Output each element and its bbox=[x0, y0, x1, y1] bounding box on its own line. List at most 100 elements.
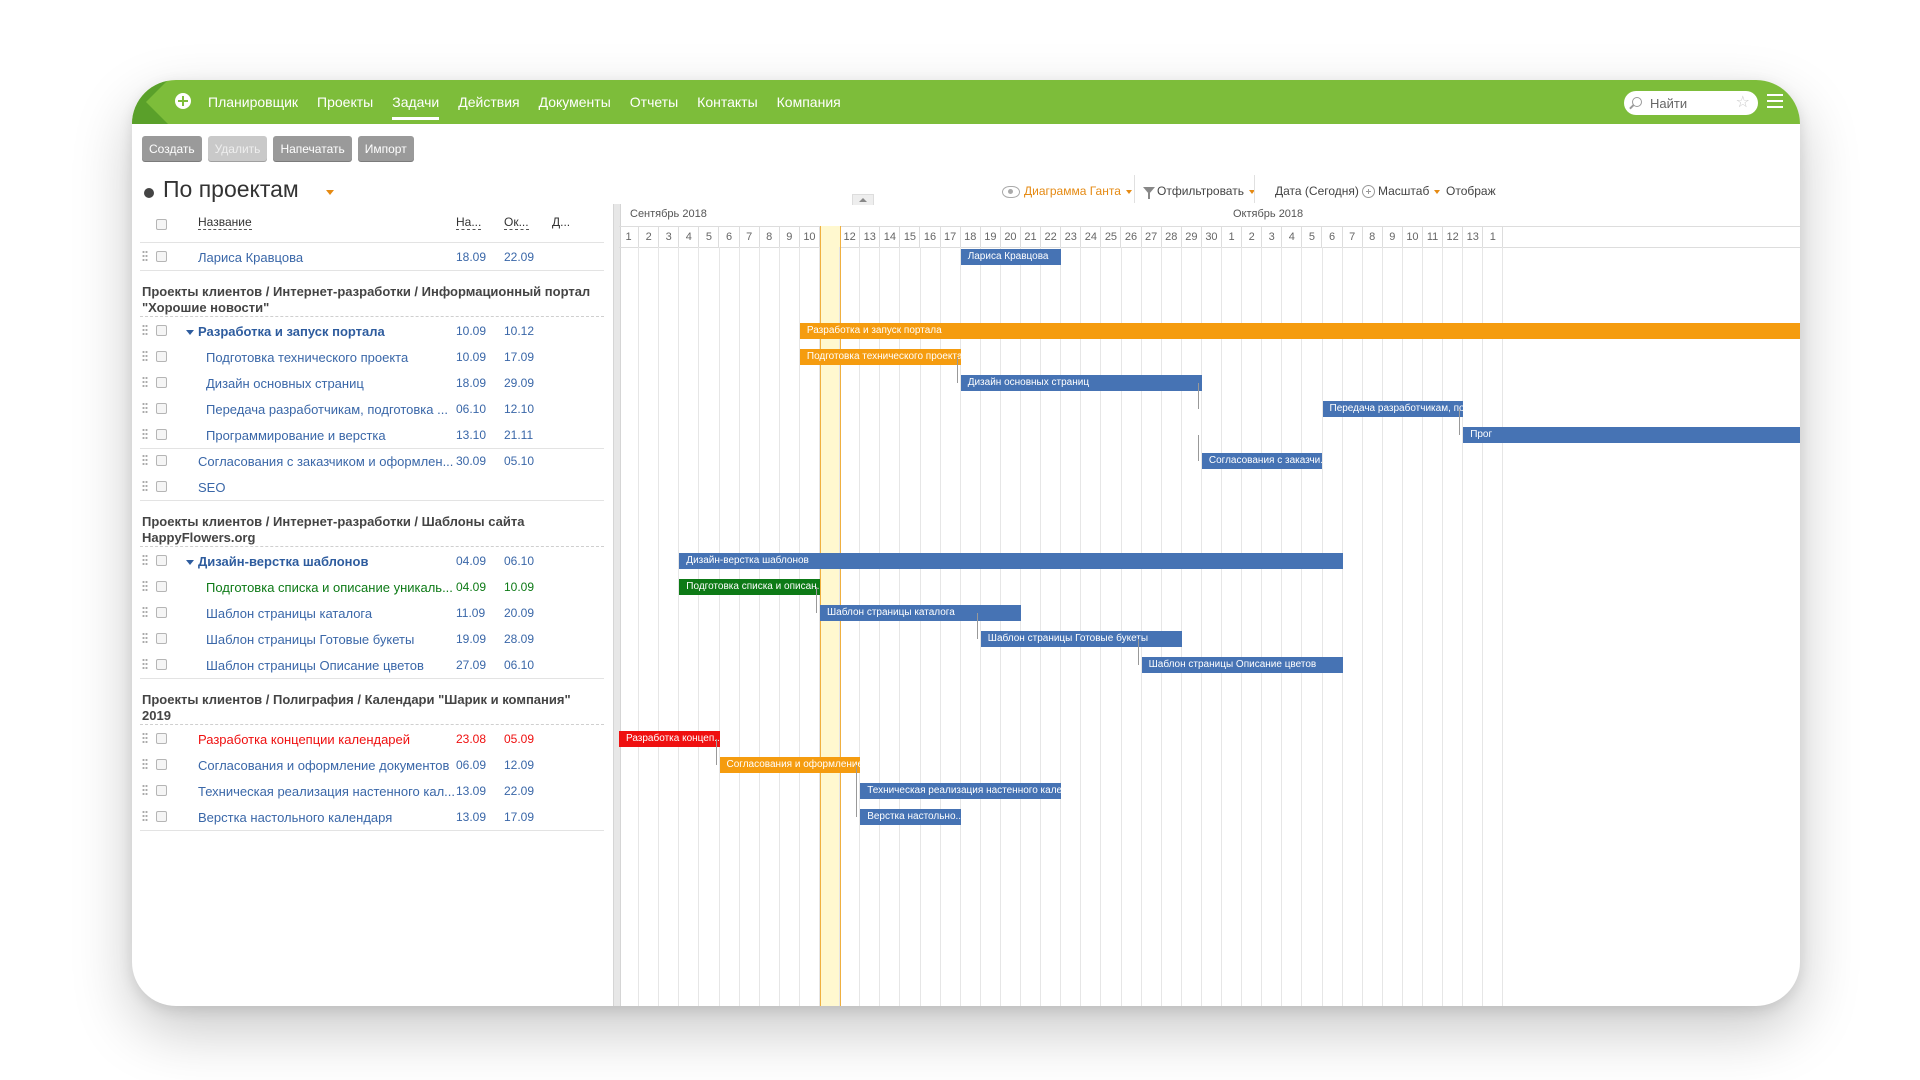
drag-handle-icon[interactable] bbox=[142, 732, 148, 744]
gantt-bar[interactable]: Передача разработчикам, по... bbox=[1322, 401, 1464, 417]
task-name[interactable]: Подготовка технического проекта bbox=[206, 350, 408, 365]
row-checkbox[interactable] bbox=[156, 377, 167, 388]
nav-item[interactable]: Планировщик bbox=[208, 94, 299, 110]
expand-triangle-icon[interactable] bbox=[186, 330, 194, 336]
task-row[interactable]: Шаблон страницы Описание цветов 27.09 06.1… bbox=[140, 652, 604, 679]
drag-handle-icon[interactable] bbox=[142, 632, 148, 644]
drag-handle-icon[interactable] bbox=[142, 376, 148, 388]
nav-item[interactable]: Документы bbox=[538, 94, 611, 110]
task-name[interactable]: Подготовка списка и описание уникаль... bbox=[206, 580, 453, 595]
row-checkbox[interactable] bbox=[156, 251, 167, 262]
delete-button[interactable]: Удалить bbox=[207, 136, 268, 162]
task-name[interactable]: Разработка и запуск портала bbox=[186, 324, 385, 339]
task-row[interactable]: SEO bbox=[140, 474, 604, 501]
task-row[interactable]: Согласования и оформление документов 06.0… bbox=[140, 752, 604, 778]
task-name[interactable]: Шаблон страницы каталога bbox=[206, 606, 372, 621]
task-row[interactable]: Шаблон страницы каталога 11.09 20.09 bbox=[140, 600, 604, 626]
row-checkbox[interactable] bbox=[156, 455, 167, 466]
row-checkbox[interactable] bbox=[156, 607, 167, 618]
gantt-bar[interactable]: Лариса Кравцова bbox=[960, 249, 1062, 265]
nav-item[interactable]: Действия bbox=[458, 94, 520, 110]
drag-handle-icon[interactable] bbox=[142, 324, 148, 336]
task-row[interactable]: Техническая реализация настенного кал...… bbox=[140, 778, 604, 804]
row-checkbox[interactable] bbox=[156, 555, 167, 566]
page-title[interactable]: По проектам bbox=[163, 176, 299, 202]
row-checkbox[interactable] bbox=[156, 759, 167, 770]
search-input[interactable] bbox=[1646, 91, 1736, 115]
nav-item[interactable]: Отчеты bbox=[629, 94, 679, 110]
row-checkbox[interactable] bbox=[156, 733, 167, 744]
column-duration[interactable]: Д... bbox=[552, 215, 571, 229]
task-name[interactable]: Лариса Кравцова bbox=[198, 250, 303, 265]
task-name[interactable]: Передача разработчикам, подготовка ... bbox=[206, 402, 448, 417]
task-row[interactable]: Дизайн основных страниц 18.09 29.09 bbox=[140, 370, 604, 396]
add-plus-icon[interactable] bbox=[175, 93, 191, 109]
gantt-bar[interactable]: Шаблон страницы Описание цветов bbox=[1141, 657, 1343, 673]
drag-handle-icon[interactable] bbox=[142, 402, 148, 414]
drag-handle-icon[interactable] bbox=[142, 480, 148, 492]
row-checkbox[interactable] bbox=[156, 659, 167, 670]
row-checkbox[interactable] bbox=[156, 811, 167, 822]
drag-handle-icon[interactable] bbox=[142, 784, 148, 796]
import-button[interactable]: Импорт bbox=[357, 136, 414, 162]
nav-item[interactable]: Задачи bbox=[392, 80, 440, 124]
back-chevron-icon[interactable] bbox=[132, 80, 178, 124]
task-name[interactable]: Верстка настольного календаря bbox=[198, 810, 392, 825]
task-name[interactable]: Техническая реализация настенного кал... bbox=[198, 784, 455, 799]
gantt-bar[interactable]: Шаблон страницы Готовые букеты bbox=[980, 631, 1182, 647]
create-button[interactable]: Создать bbox=[142, 136, 202, 162]
row-checkbox[interactable] bbox=[156, 429, 167, 440]
column-end[interactable]: Ок... bbox=[504, 215, 529, 230]
drag-handle-icon[interactable] bbox=[142, 810, 148, 822]
task-name[interactable]: Программирование и верстка bbox=[206, 428, 386, 443]
gantt-bar[interactable]: Шаблон страницы каталога bbox=[820, 605, 1021, 621]
row-checkbox[interactable] bbox=[156, 403, 167, 414]
nav-item[interactable]: Компания bbox=[776, 94, 841, 110]
task-name[interactable]: Шаблон страницы Описание цветов bbox=[206, 658, 424, 673]
row-checkbox[interactable] bbox=[156, 351, 167, 362]
column-start[interactable]: На... bbox=[456, 215, 482, 230]
gantt-bar[interactable]: Согласования с заказчи... bbox=[1201, 453, 1323, 469]
task-row[interactable]: Программирование и верстка 13.10 21.11 bbox=[140, 422, 604, 449]
row-checkbox[interactable] bbox=[156, 581, 167, 592]
column-name[interactable]: Название bbox=[198, 215, 252, 230]
gantt-bar[interactable]: Разработка и запуск портала bbox=[799, 323, 1800, 339]
task-name[interactable]: Дизайн основных страниц bbox=[206, 376, 364, 391]
task-row[interactable]: Верстка настольного календаря 13.09 17.09 bbox=[140, 804, 604, 831]
scale-dropdown[interactable]: Масштаб bbox=[1378, 184, 1441, 198]
drag-handle-icon[interactable] bbox=[142, 454, 148, 466]
row-checkbox[interactable] bbox=[156, 481, 167, 492]
gantt-bar[interactable]: Техническая реализация настенного кален.… bbox=[860, 783, 1062, 799]
filter-dropdown[interactable]: Отфильтровать bbox=[1157, 184, 1255, 198]
task-row[interactable]: Согласования с заказчиком и оформлен... 3… bbox=[140, 448, 604, 474]
task-row-parent[interactable]: Дизайн-верстка шаблонов 04.09 06.10 bbox=[140, 548, 604, 574]
row-checkbox[interactable] bbox=[156, 325, 167, 336]
drag-handle-icon[interactable] bbox=[142, 658, 148, 670]
task-name[interactable]: Шаблон страницы Готовые букеты bbox=[206, 632, 414, 647]
gantt-view-dropdown[interactable]: Диаграмма Ганта bbox=[1024, 184, 1132, 198]
gantt-bar[interactable]: Прог bbox=[1463, 427, 1800, 443]
drag-handle-icon[interactable] bbox=[142, 758, 148, 770]
task-row[interactable]: Подготовка списка и описание уникаль... 0… bbox=[140, 574, 604, 600]
gantt-bar[interactable]: Дизайн-верстка шаблонов bbox=[679, 553, 1343, 569]
gantt-bar[interactable]: Подготовка технического проекта bbox=[799, 349, 961, 365]
task-name[interactable]: Разработка концепции календарей bbox=[198, 732, 410, 747]
star-icon[interactable]: ☆ bbox=[1735, 94, 1750, 111]
select-all-checkbox[interactable] bbox=[156, 219, 167, 230]
date-today-button[interactable]: Дата (Сегодня) bbox=[1275, 184, 1359, 198]
drag-handle-icon[interactable] bbox=[142, 350, 148, 362]
task-row[interactable]: Лариса Кравцова 18.09 22.09 bbox=[140, 244, 604, 271]
task-name[interactable]: Дизайн-верстка шаблонов bbox=[186, 554, 368, 569]
task-row[interactable]: Разработка концепции календарей 23.08 05.0… bbox=[140, 726, 604, 752]
task-name[interactable]: Согласования и оформление документов bbox=[198, 758, 449, 773]
gantt-bar[interactable]: Верстка настольно... bbox=[860, 809, 961, 825]
task-row[interactable]: Передача разработчикам, подготовка ... 06… bbox=[140, 396, 604, 422]
task-row-parent[interactable]: Разработка и запуск портала 10.09 10.12 bbox=[140, 318, 604, 344]
drag-handle-icon[interactable] bbox=[142, 250, 148, 262]
gantt-bar[interactable]: Разработка концеп... bbox=[619, 731, 720, 747]
row-checkbox[interactable] bbox=[156, 785, 167, 796]
drag-handle-icon[interactable] bbox=[142, 606, 148, 618]
gantt-bar[interactable]: Дизайн основных страниц bbox=[960, 375, 1202, 391]
collapse-arrow-icon[interactable] bbox=[852, 194, 874, 205]
task-row[interactable]: Подготовка технического проекта 10.09 17.0… bbox=[140, 344, 604, 370]
